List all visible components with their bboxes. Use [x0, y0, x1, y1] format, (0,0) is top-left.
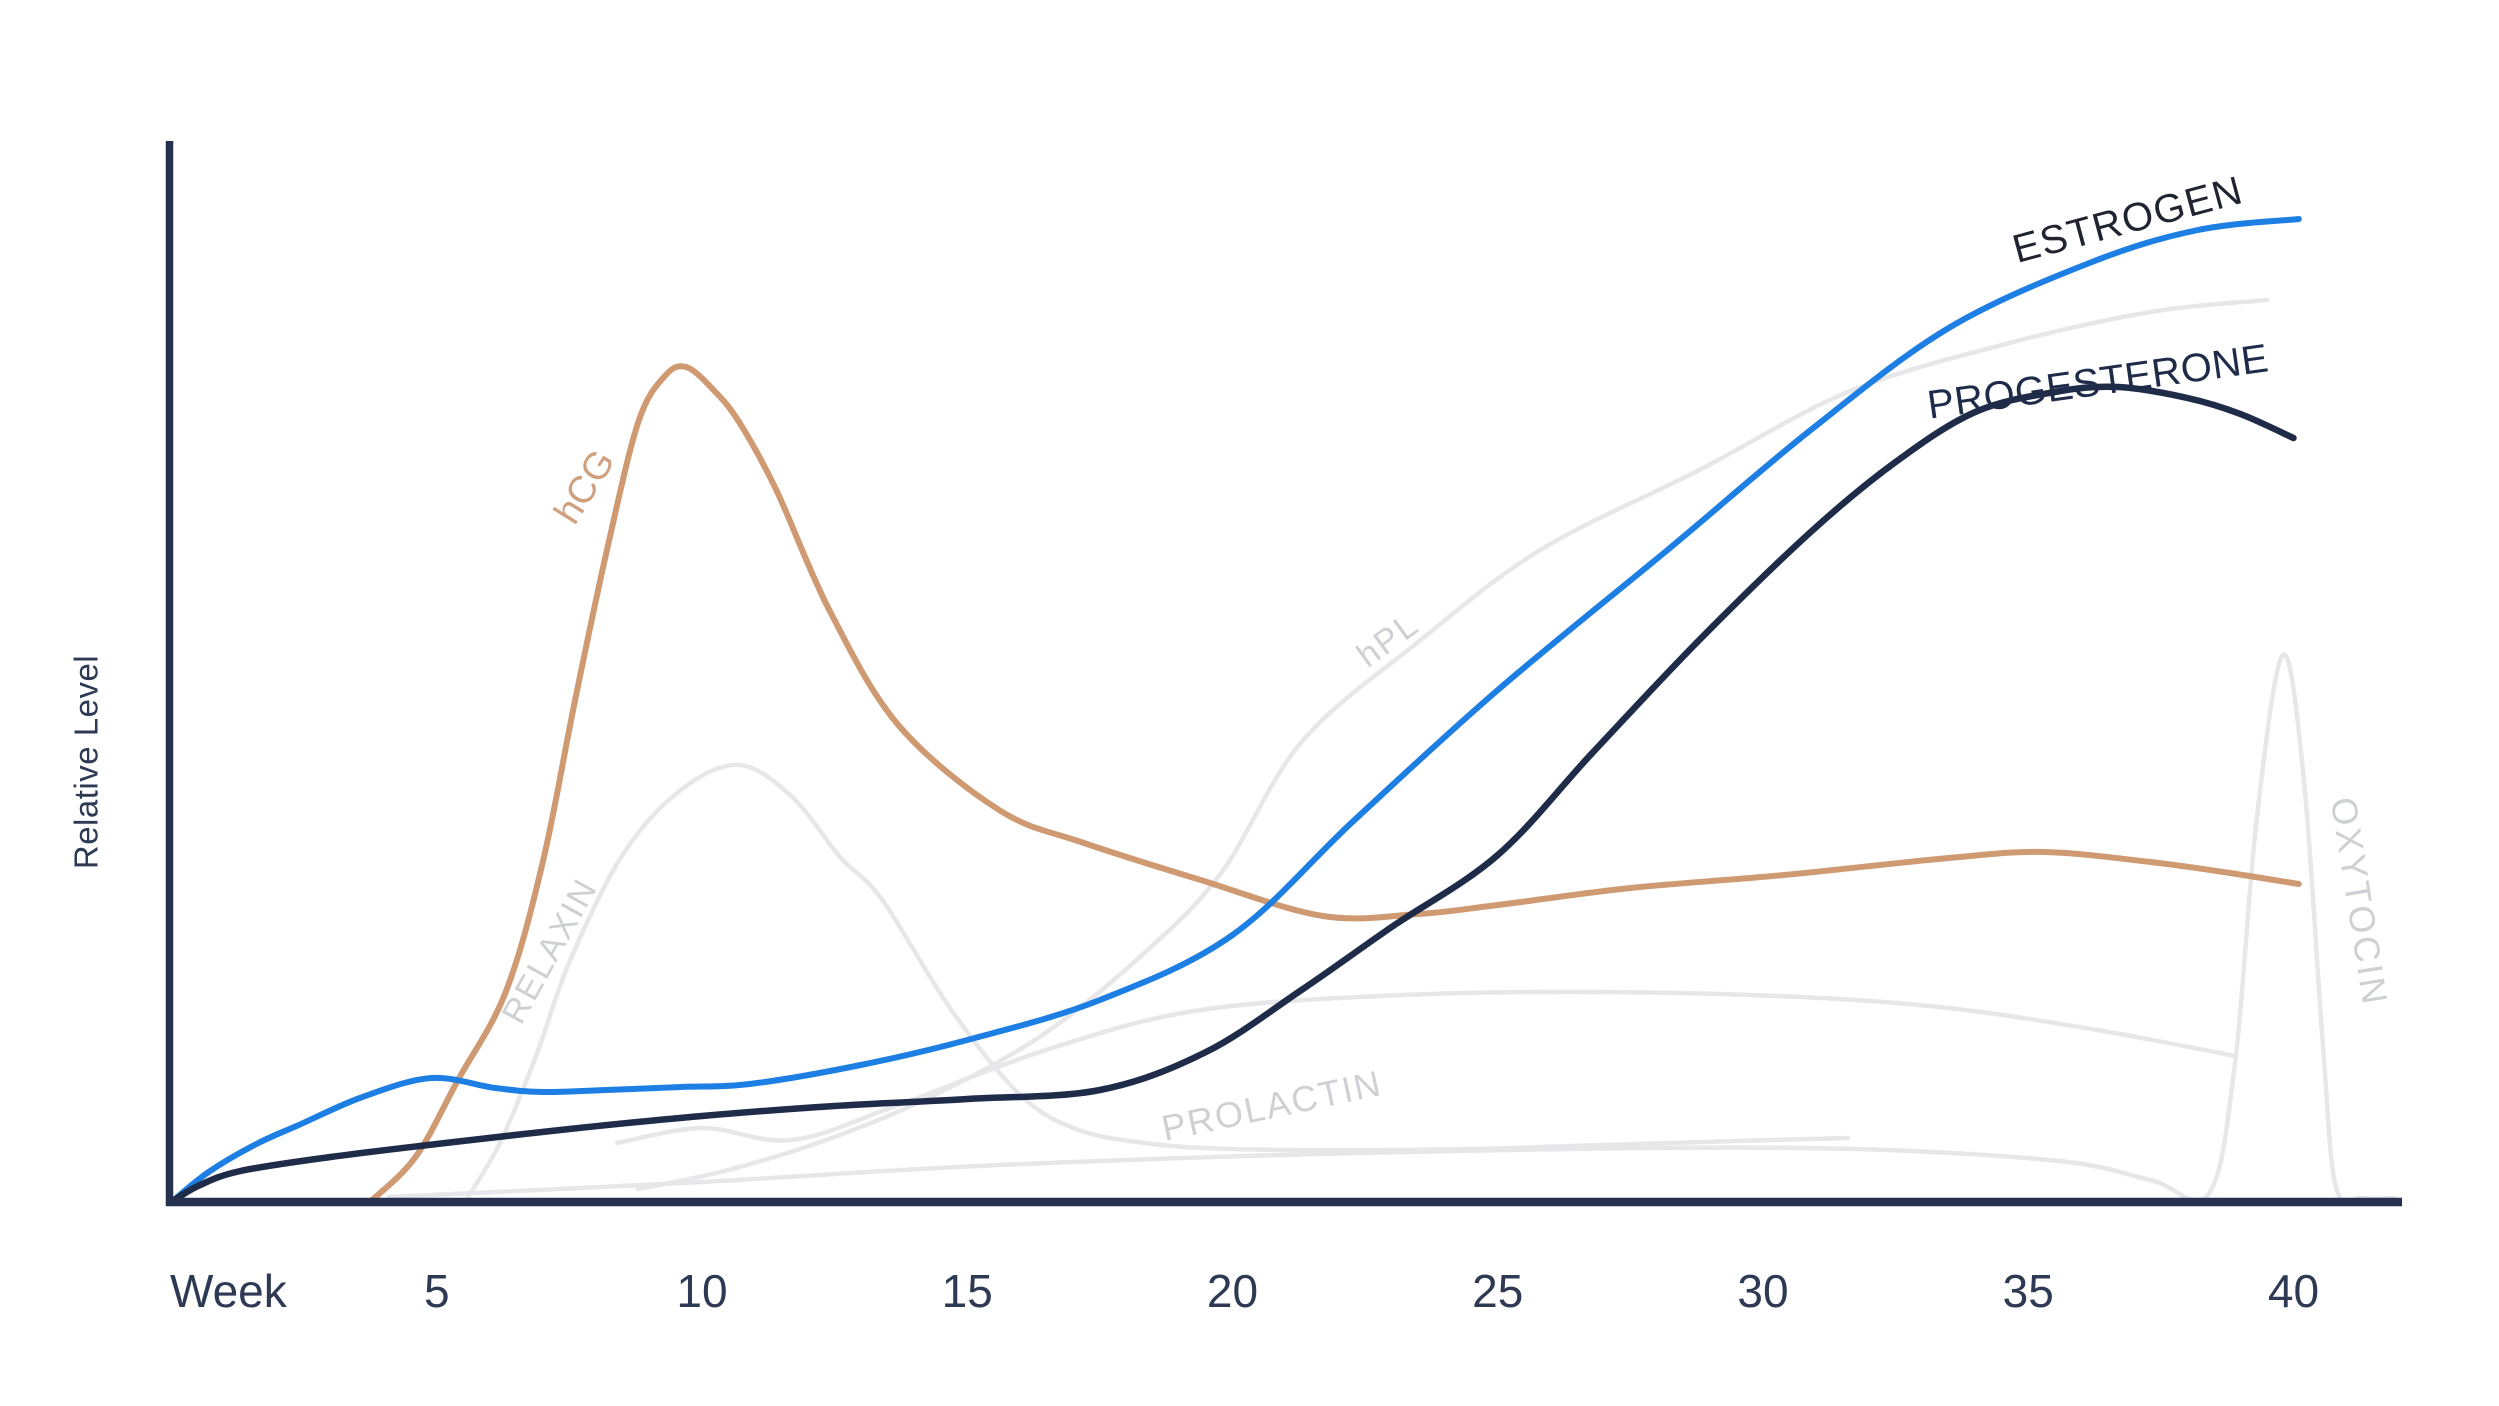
- curve-hcg: [366, 363, 2302, 1205]
- x-tick-5: 5: [423, 1265, 450, 1317]
- x-tick-20: 20: [1206, 1265, 1259, 1317]
- curve-hpl: [636, 297, 2270, 1192]
- curve-relaxin: [466, 762, 1851, 1199]
- x-tick-30: 30: [1737, 1265, 1789, 1317]
- x-axis-label: Week: [170, 1265, 287, 1317]
- x-tick-35: 35: [2002, 1265, 2054, 1317]
- y-axis-label: Relative Level: [67, 654, 105, 870]
- x-tick-40: 40: [2267, 1265, 2320, 1317]
- x-tick-10: 10: [676, 1265, 728, 1317]
- x-tick-15: 15: [941, 1265, 993, 1317]
- curve-estrogen: [168, 216, 2302, 1205]
- x-tick-25: 25: [1472, 1265, 1524, 1317]
- curve-progesterone: [168, 383, 2297, 1206]
- curve-prolactin: [614, 989, 2238, 1146]
